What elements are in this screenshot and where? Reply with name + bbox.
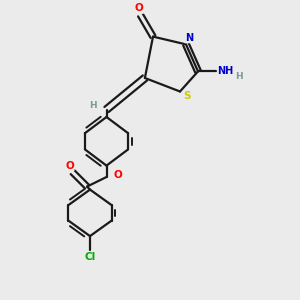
Text: N: N <box>185 33 193 43</box>
Text: H: H <box>89 100 97 109</box>
Text: H: H <box>236 72 243 81</box>
Text: NH: NH <box>218 66 234 76</box>
Text: S: S <box>184 91 191 101</box>
Text: O: O <box>65 160 74 171</box>
Text: O: O <box>113 170 122 181</box>
Text: Cl: Cl <box>84 252 96 262</box>
Text: O: O <box>134 3 143 14</box>
